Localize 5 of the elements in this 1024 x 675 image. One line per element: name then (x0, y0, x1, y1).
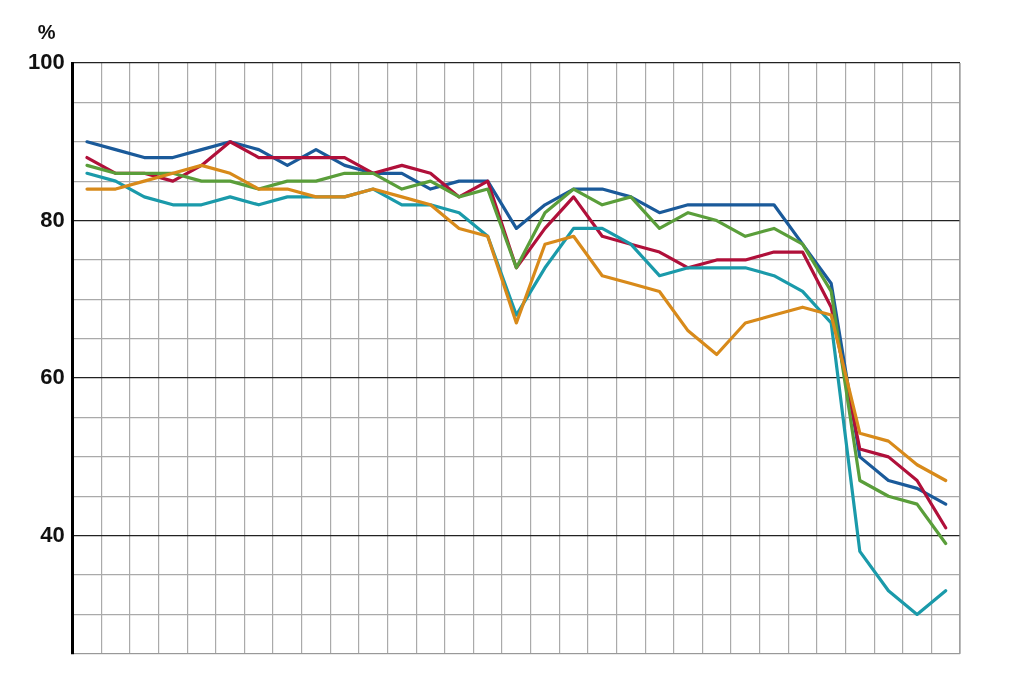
y-tick-label: 60 (40, 364, 65, 390)
y-tick-label: 40 (40, 521, 65, 547)
y-axis-title: % (37, 20, 56, 43)
y-tick-label: 80 (40, 206, 65, 232)
y-tick-label: 100 (27, 49, 65, 75)
